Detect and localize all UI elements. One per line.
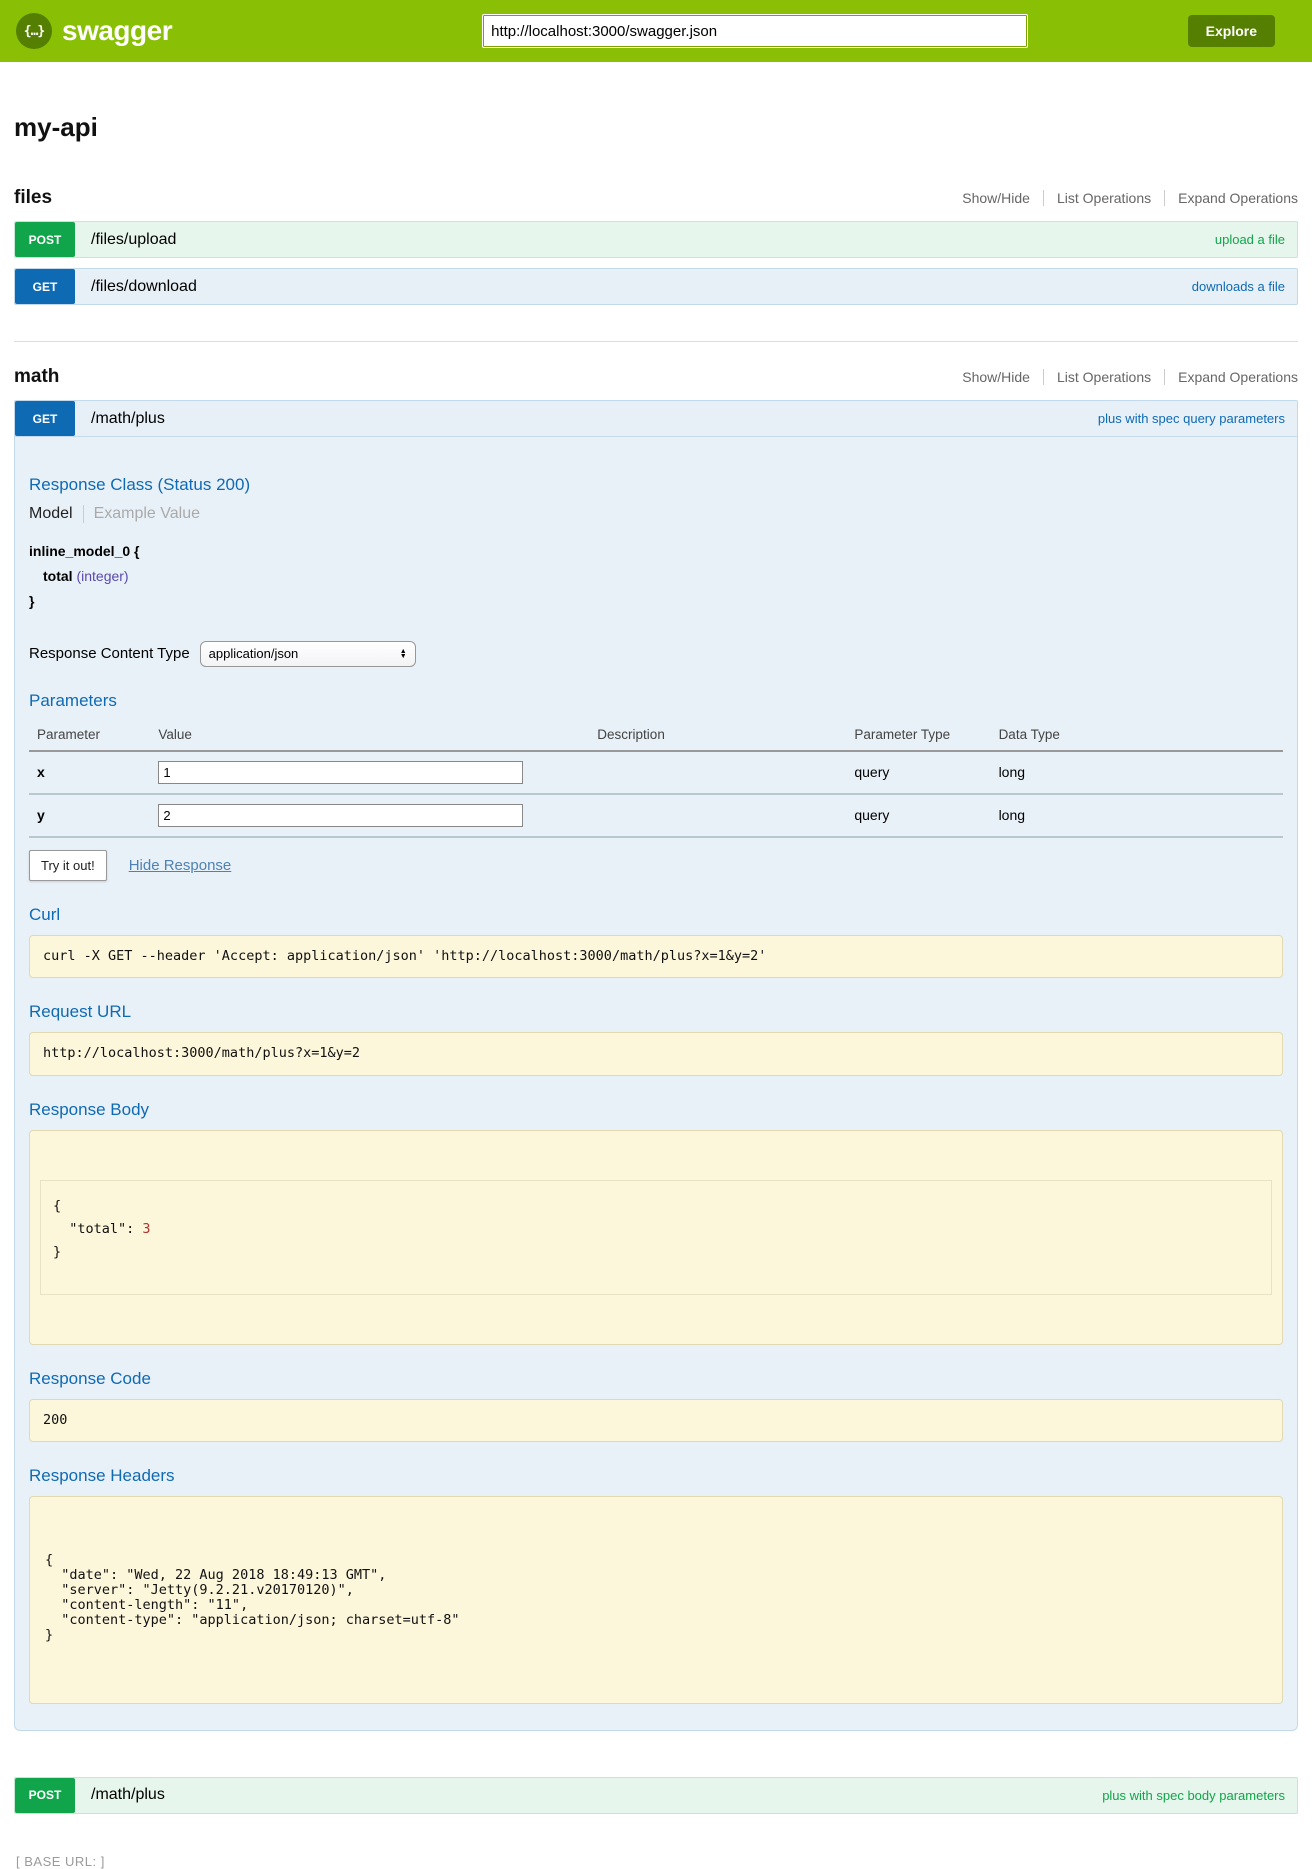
response-body-box: { "total": 3 } [29, 1129, 1283, 1345]
operation-path-link[interactable]: /math/plus [91, 1786, 165, 1804]
top-header-bar: {…} swagger Explore [0, 0, 1312, 62]
param-description [593, 750, 851, 795]
param-x-value-input[interactable] [158, 760, 524, 784]
response-body-json: { "total": 3 } [40, 1179, 1272, 1295]
files-section-header: files Show/Hide List Operations Expand O… [14, 187, 1298, 209]
param-data-type: long [994, 750, 1283, 795]
operation-row-get-files-download[interactable]: GET /files/download downloads a file [14, 268, 1298, 305]
files-expand-operations-link[interactable]: Expand Operations [1164, 190, 1298, 206]
swagger-logo-icon: {…} [16, 13, 52, 49]
param-type: query [850, 793, 995, 838]
tab-example-value[interactable]: Example Value [82, 505, 200, 523]
col-value: Value [154, 720, 594, 752]
operation-row-get-math-plus[interactable]: GET /math/plus plus with spec query para… [14, 400, 1298, 437]
col-data-type: Data Type [994, 720, 1283, 752]
parameter-row-x: x query long [29, 750, 1283, 795]
math-expand-operations-link[interactable]: Expand Operations [1164, 369, 1298, 385]
col-parameter-type: Parameter Type [850, 720, 995, 752]
response-headers-box: { "date": "Wed, 22 Aug 2018 18:49:13 GMT… [29, 1496, 1283, 1704]
explore-button[interactable]: Explore [1187, 15, 1275, 47]
post-method-badge: POST [15, 222, 75, 257]
page-title: my-api [14, 112, 98, 142]
curl-command-box: curl -X GET --header 'Accept: applicatio… [29, 934, 1283, 979]
hide-response-link[interactable]: Hide Response [128, 856, 232, 874]
get-method-badge: GET [15, 401, 75, 436]
col-description: Description [593, 720, 851, 752]
response-headers-heading: Response Headers [29, 1466, 175, 1486]
parameters-table-header-row: Parameter Value Description Parameter Ty… [29, 720, 1283, 752]
response-class-heading: Response Class (Status 200) [29, 475, 251, 494]
operation-summary: plus with spec body parameters [1102, 1787, 1285, 1803]
model-property-type: (integer) [76, 568, 129, 585]
model-property-name: total [43, 568, 73, 585]
selected-content-type: application/json [208, 646, 299, 662]
json-number-value: 3 [142, 1220, 151, 1237]
model-tabs: Model Example Value [29, 505, 1283, 523]
parameter-row-y: y query long [29, 793, 1283, 838]
swagger-brand[interactable]: {…} swagger [16, 13, 173, 49]
model-name: inline_model_0 { [29, 543, 140, 559]
operation-path-link[interactable]: /math/plus [91, 409, 165, 427]
files-list-operations-link[interactable]: List Operations [1042, 190, 1164, 206]
parameters-table: Parameter Value Description Parameter Ty… [29, 720, 1283, 838]
operation-row-post-files-upload[interactable]: POST /files/upload upload a file [14, 221, 1298, 258]
operation-summary: upload a file [1214, 232, 1285, 247]
select-arrows-icon: ▲ ▼ [399, 647, 407, 660]
operation-path-link[interactable]: /files/upload [91, 230, 177, 248]
try-it-out-button[interactable]: Try it out! [29, 849, 107, 881]
math-section-title[interactable]: math [14, 366, 60, 387]
operation-detail-panel: Response Class (Status 200) Model Exampl… [14, 437, 1298, 1731]
param-data-type: long [994, 793, 1283, 838]
brand-name: swagger [62, 15, 173, 46]
math-section-header: math Show/Hide List Operations Expand Op… [14, 366, 1298, 388]
section-divider [14, 341, 1298, 342]
param-type: query [850, 750, 995, 795]
request-url-box: http://localhost:3000/math/plus?x=1&y=2 [29, 1032, 1283, 1076]
param-name: x [29, 750, 155, 795]
files-show-hide-link[interactable]: Show/Hide [962, 190, 1030, 206]
model-signature: inline_model_0 { total (integer) } [29, 539, 1283, 615]
model-close-brace: } [29, 593, 35, 610]
response-content-type-select[interactable]: application/json ▲ ▼ [199, 640, 416, 667]
math-show-hide-link[interactable]: Show/Hide [962, 369, 1030, 385]
files-section-title[interactable]: files [14, 187, 53, 208]
response-content-type-label: Response Content Type [29, 645, 190, 663]
col-parameter: Parameter [29, 720, 155, 752]
operation-row-post-math-plus[interactable]: POST /math/plus plus with spec body para… [14, 1776, 1298, 1814]
response-headers-json: { "date": "Wed, 22 Aug 2018 18:49:13 GMT… [45, 1552, 460, 1643]
base-url-footer: [ BASE URL: ] [16, 1853, 105, 1869]
param-y-value-input[interactable] [158, 803, 524, 827]
operation-summary: plus with spec query parameters [1097, 411, 1285, 426]
response-body-heading: Response Body [29, 1099, 150, 1119]
response-code-heading: Response Code [29, 1368, 151, 1388]
param-name: y [29, 793, 155, 838]
curl-heading: Curl [29, 904, 61, 924]
request-url-heading: Request URL [29, 1002, 132, 1022]
spec-url-input[interactable] [482, 14, 1029, 48]
param-description [593, 793, 851, 838]
operation-summary: downloads a file [1191, 279, 1285, 294]
operation-path-link[interactable]: /files/download [91, 277, 197, 295]
parameters-heading: Parameters [29, 690, 117, 710]
response-code-box: 200 [29, 1398, 1283, 1443]
get-method-badge: GET [15, 269, 75, 304]
post-method-badge: POST [15, 1777, 75, 1813]
math-list-operations-link[interactable]: List Operations [1042, 369, 1164, 385]
tab-model[interactable]: Model [29, 505, 73, 522]
